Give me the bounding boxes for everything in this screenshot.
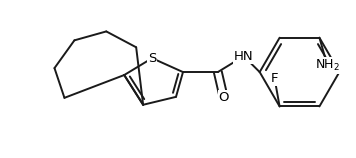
Text: HN: HN — [234, 50, 253, 63]
Text: S: S — [148, 52, 156, 65]
Text: NH$_2$: NH$_2$ — [315, 58, 340, 73]
Text: F: F — [271, 72, 278, 85]
Text: O: O — [219, 91, 229, 104]
